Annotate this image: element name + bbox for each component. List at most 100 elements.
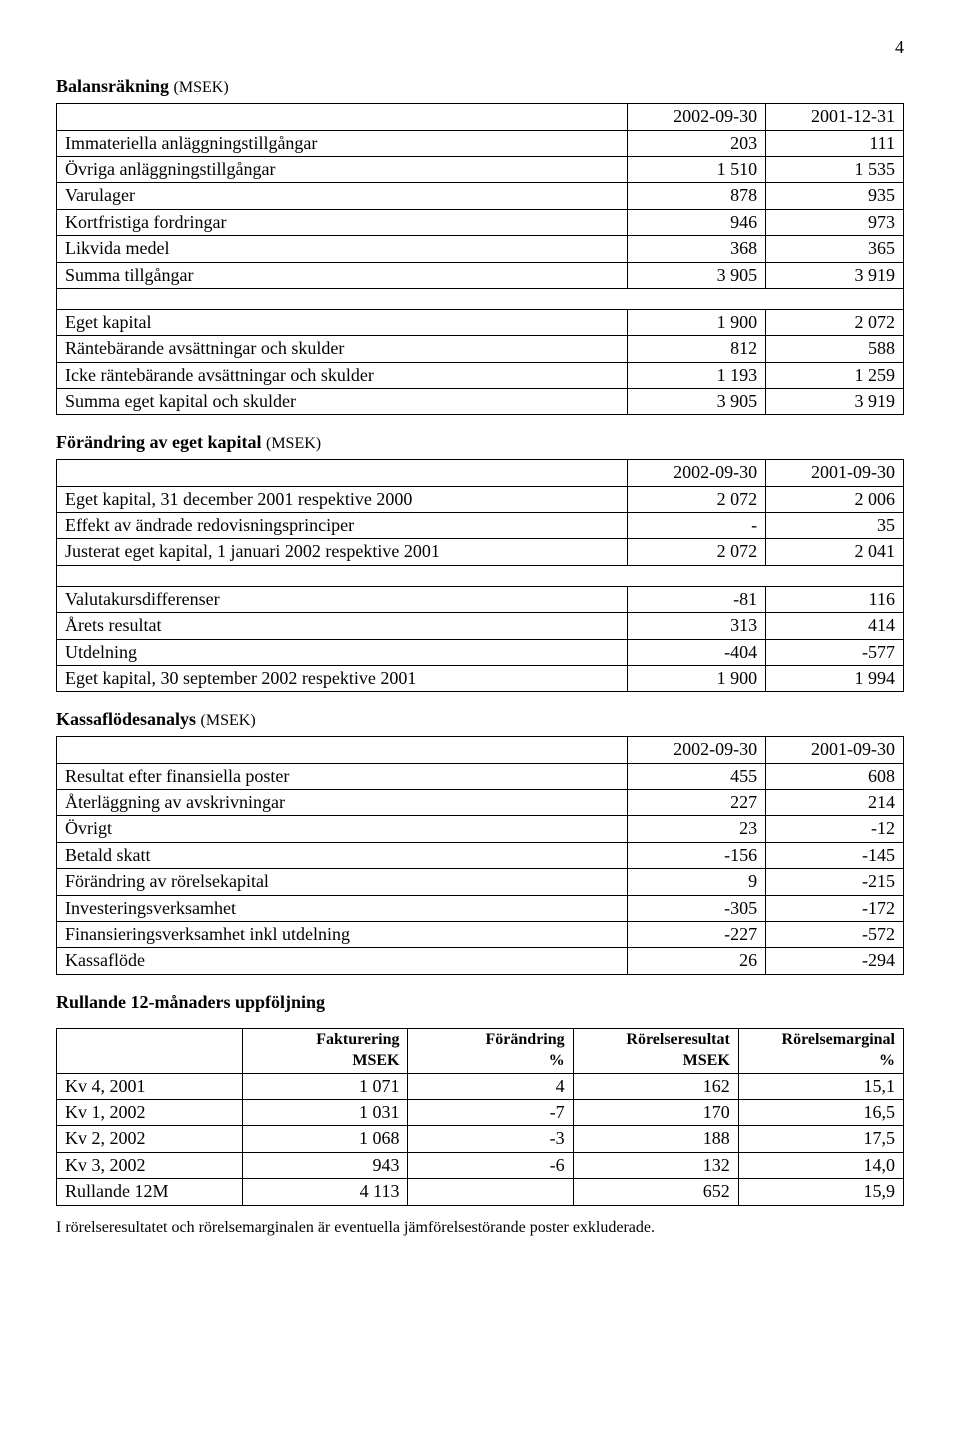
cashflow-title: Kassaflödesanalys (56, 709, 196, 729)
col-header: 2002-09-30 (628, 104, 766, 130)
row-value: -305 (628, 895, 766, 921)
equity-title: Förändring av eget kapital (56, 432, 262, 452)
row-value: 973 (766, 209, 904, 235)
balance-title: Balansräkning (56, 76, 169, 96)
row-label: Summa tillgångar (57, 262, 628, 288)
row-value: 365 (766, 236, 904, 262)
row-value: 608 (766, 763, 904, 789)
table-row: Kv 2, 20021 068-318817,5 (57, 1126, 904, 1152)
row-value: 1 071 (243, 1073, 408, 1099)
row-label: Kv 2, 2002 (57, 1126, 243, 1152)
cashflow-table: 2002-09-30 2001-09-30 Resultat efter fin… (56, 736, 904, 975)
row-value: 1 900 (628, 666, 766, 692)
table-row: Kassaflöde26-294 (57, 948, 904, 974)
row-label: Icke räntebärande avsättningar och skuld… (57, 362, 628, 388)
table-row: Resultat efter finansiella poster455608 (57, 763, 904, 789)
table-row: Övrigt23-12 (57, 816, 904, 842)
row-value: -156 (628, 842, 766, 868)
row-value: -7 (408, 1100, 573, 1126)
rolling-title: Rullande 12-månaders uppföljning (56, 991, 904, 1014)
table-row: Summa tillgångar3 9053 919 (57, 262, 904, 288)
row-value: 188 (573, 1126, 738, 1152)
row-value: 588 (766, 336, 904, 362)
row-value: 132 (573, 1152, 738, 1178)
balance-section: Balansräkning (MSEK) 2002-09-30 2001-12-… (56, 75, 904, 415)
col-header: 2001-09-30 (766, 737, 904, 763)
table-row: Icke räntebärande avsättningar och skuld… (57, 362, 904, 388)
row-value: 1 994 (766, 666, 904, 692)
row-value: 14,0 (738, 1152, 903, 1178)
table-row: Kv 4, 20011 071416215,1 (57, 1073, 904, 1099)
row-value: 16,5 (738, 1100, 903, 1126)
col-header: 2001-09-30 (766, 460, 904, 486)
row-label: Kortfristiga fordringar (57, 209, 628, 235)
table-header-row: FaktureringMSEK Förändring% Rörelseresul… (57, 1029, 904, 1074)
col-header: Rörelsemarginal% (738, 1029, 903, 1074)
row-value: 1 068 (243, 1126, 408, 1152)
table-header-row: 2002-09-30 2001-09-30 (57, 737, 904, 763)
table-row: Kv 1, 20021 031-717016,5 (57, 1100, 904, 1126)
row-value: 227 (628, 789, 766, 815)
row-label: Kv 4, 2001 (57, 1073, 243, 1099)
row-value: 1 031 (243, 1100, 408, 1126)
table-row: Immateriella anläggningstillgångar203111 (57, 130, 904, 156)
row-label: Rullande 12M (57, 1179, 243, 1205)
row-value (408, 1179, 573, 1205)
table-row: Eget kapital1 9002 072 (57, 309, 904, 335)
row-value: 313 (628, 613, 766, 639)
table-row: Utdelning-404-577 (57, 639, 904, 665)
row-label: Investeringsverksamhet (57, 895, 628, 921)
cashflow-section: Kassaflödesanalys (MSEK) 2002-09-30 2001… (56, 708, 904, 974)
col-header: 2001-12-31 (766, 104, 904, 130)
row-value: -3 (408, 1126, 573, 1152)
table-header-row: 2002-09-30 2001-09-30 (57, 460, 904, 486)
col-header: FaktureringMSEK (243, 1029, 408, 1074)
row-value: 1 193 (628, 362, 766, 388)
row-value: 170 (573, 1100, 738, 1126)
row-label: Betald skatt (57, 842, 628, 868)
table-header-row: 2002-09-30 2001-12-31 (57, 104, 904, 130)
table-row: Kortfristiga fordringar946973 (57, 209, 904, 235)
balance-unit: (MSEK) (174, 79, 229, 96)
row-value: 1 535 (766, 156, 904, 182)
row-value: 26 (628, 948, 766, 974)
row-label: Finansieringsverksamhet inkl utdelning (57, 921, 628, 947)
row-label: Återläggning av avskrivningar (57, 789, 628, 815)
table-row: Betald skatt-156-145 (57, 842, 904, 868)
row-value: 2 072 (766, 309, 904, 335)
row-value: 652 (573, 1179, 738, 1205)
balance-table: 2002-09-30 2001-12-31 Immateriella anläg… (56, 103, 904, 415)
row-value: -577 (766, 639, 904, 665)
row-value: 946 (628, 209, 766, 235)
row-value: 878 (628, 183, 766, 209)
row-label: Justerat eget kapital, 1 januari 2002 re… (57, 539, 628, 565)
row-value: -145 (766, 842, 904, 868)
col-header: 2002-09-30 (628, 460, 766, 486)
row-value: 935 (766, 183, 904, 209)
row-label: Årets resultat (57, 613, 628, 639)
table-row: Räntebärande avsättningar och skulder812… (57, 336, 904, 362)
row-value: -294 (766, 948, 904, 974)
row-value: 4 (408, 1073, 573, 1099)
row-value: 455 (628, 763, 766, 789)
row-value: 15,1 (738, 1073, 903, 1099)
row-value: 17,5 (738, 1126, 903, 1152)
table-row: Varulager878935 (57, 183, 904, 209)
row-value: -215 (766, 869, 904, 895)
row-value: 1 510 (628, 156, 766, 182)
row-value: 111 (766, 130, 904, 156)
row-value: 368 (628, 236, 766, 262)
row-value: 3 919 (766, 389, 904, 415)
row-label: Eget kapital (57, 309, 628, 335)
row-value: 203 (628, 130, 766, 156)
rolling-table: FaktureringMSEK Förändring% Rörelseresul… (56, 1028, 904, 1206)
row-label: Valutakursdifferenser (57, 586, 628, 612)
table-row: Valutakursdifferenser-81116 (57, 586, 904, 612)
equity-table: 2002-09-30 2001-09-30 Eget kapital, 31 d… (56, 459, 904, 692)
row-label: Övrigt (57, 816, 628, 842)
row-value: 2 072 (628, 486, 766, 512)
row-value: 943 (243, 1152, 408, 1178)
row-value: 214 (766, 789, 904, 815)
table-row: Kv 3, 2002943-613214,0 (57, 1152, 904, 1178)
row-value: 23 (628, 816, 766, 842)
